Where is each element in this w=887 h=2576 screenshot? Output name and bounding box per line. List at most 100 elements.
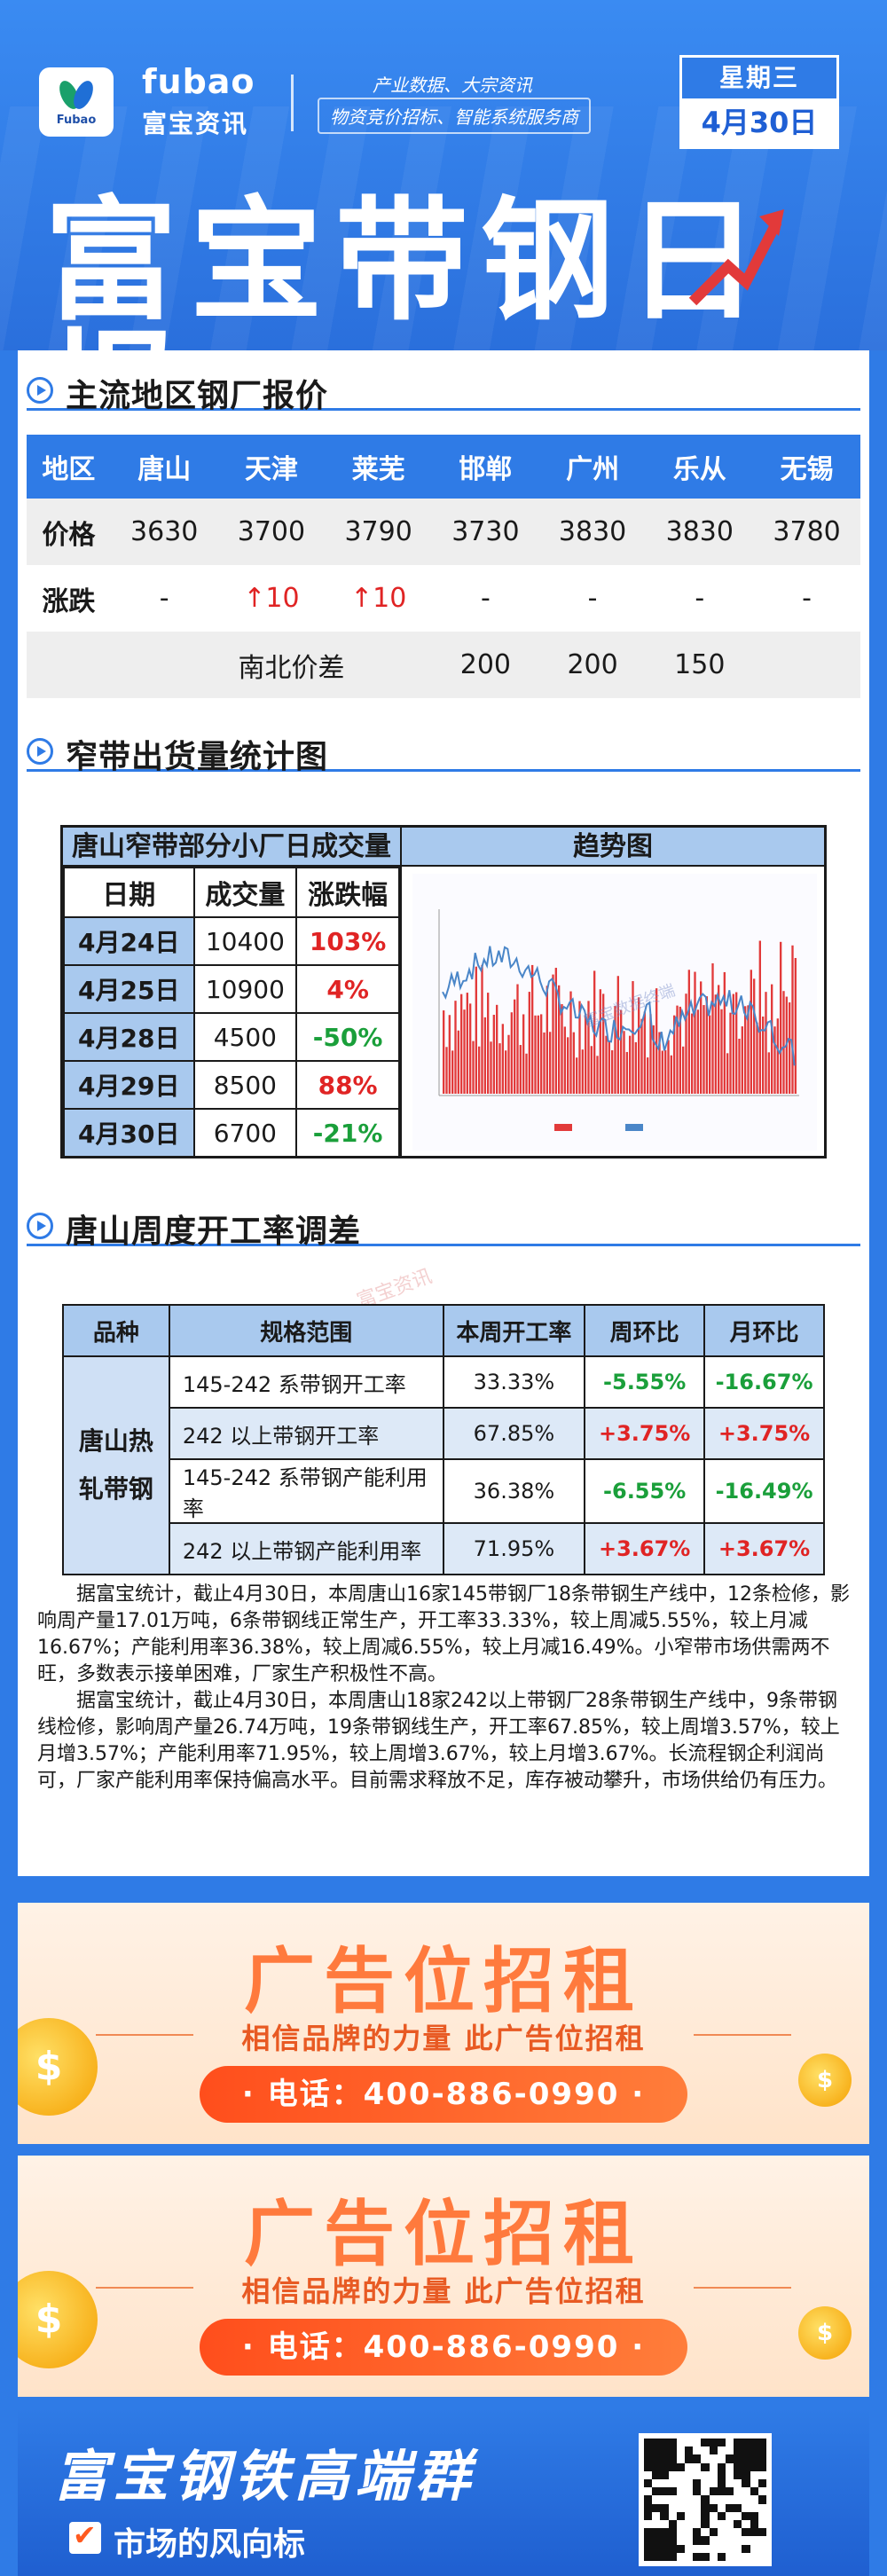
trend-bar (481, 964, 483, 1094)
price-header-row: 地区 唐山 天津 莱芜 邯郸 广州 乐从 无锡 (27, 435, 860, 499)
ad-title: 广告位招租 (244, 1940, 643, 2022)
operating-rate-table: 品种 规格范围 本周开工率 周环比 月环比 唐山热轧带钢 145-242 系带钢… (62, 1304, 825, 1575)
column-header: 规格范围 (168, 1304, 444, 1357)
weekday-label: 星期三 (682, 58, 836, 98)
trend-bar (498, 1043, 501, 1094)
trend-bar (585, 1013, 587, 1094)
trend-bar (632, 981, 634, 1094)
trend-bar (463, 1009, 466, 1094)
volume-row: 4月28日 4500 -50% (63, 1012, 400, 1062)
volume-row: 4月29日 8500 88% (63, 1060, 400, 1110)
trend-line (442, 946, 796, 1066)
trend-bar (640, 1018, 643, 1094)
shipment-stats-figure: 唐山窄带部分小厂日成交量 日期 成交量 涨跌幅 4月24日 10400 103%… (60, 825, 827, 1158)
brand-name-cn: 富宝资讯 (142, 109, 249, 138)
trend-bar (738, 1038, 741, 1094)
change-cell: -21% (295, 1108, 400, 1158)
volume-cell: 6700 (192, 1108, 298, 1158)
category-cell: 唐山热轧带钢 (62, 1355, 170, 1575)
column-header: 莱芜 (325, 435, 433, 499)
trend-bar (718, 985, 720, 1094)
change-row: 涨跌 - ↑10 ↑10 - - - - (27, 565, 860, 632)
trend-bar (794, 957, 797, 1094)
date-cell: 4月25日 (63, 964, 195, 1014)
logo-text: Fubao (56, 113, 97, 127)
ad-phone-button[interactable]: · 电话：400-886-0990 · (200, 2319, 687, 2376)
column-header: 广州 (538, 435, 647, 499)
trend-bar (658, 1032, 661, 1094)
section-title-operating-rate: 唐山周度开工率调差 (27, 1202, 860, 1250)
trend-bar (791, 945, 794, 1094)
trend-bar (620, 1009, 623, 1094)
trend-bar (758, 940, 761, 1094)
column-header: 成交量 (192, 867, 298, 918)
trend-bar (685, 993, 687, 1094)
trend-panel: 趋势图 富宝数据终端 (400, 828, 824, 1156)
trend-bar (537, 1015, 539, 1094)
category-label: 唐山热轧带钢 (78, 1426, 153, 1504)
trend-bar (670, 1055, 672, 1094)
change-cell: -50% (295, 1012, 400, 1062)
analysis-text: 据富宝统计，截止4月30日，本周唐山16家145带钢厂18条带钢生产线中，12条… (37, 1582, 853, 1795)
trend-bar (445, 1047, 448, 1094)
logo-leaf-icon (55, 77, 98, 112)
wow-cell: -6.55% (584, 1458, 706, 1524)
trend-bar (634, 1041, 637, 1094)
section-title-prices: 主流地区钢厂报价 (27, 366, 860, 414)
change-cell: ↑10 (350, 583, 407, 614)
rate-cell: 67.85% (442, 1407, 586, 1460)
volume-table: 日期 成交量 涨跌幅 4月24日 10400 103% 4月25日 10900 … (63, 867, 400, 1158)
trend-bar (572, 1032, 575, 1094)
change-cell: 4% (295, 964, 400, 1014)
trend-bar (534, 1015, 537, 1094)
op-header-row: 品种 规格范围 本周开工率 周环比 月环比 (62, 1304, 825, 1357)
change-cell: - (159, 583, 169, 614)
trend-bar (776, 1018, 779, 1094)
trend-bar (741, 1026, 743, 1094)
qr-code[interactable] (639, 2433, 772, 2566)
column-header: 周环比 (584, 1304, 706, 1357)
trend-bar (460, 993, 463, 1094)
trend-bar (691, 1013, 694, 1094)
trend-arrow-icon (688, 209, 784, 306)
mom-cell: -16.67% (703, 1355, 825, 1409)
trend-bar (789, 1002, 791, 1094)
column-header: 无锡 (753, 435, 860, 499)
trend-bar (747, 1005, 750, 1094)
divider (694, 2287, 791, 2289)
ad-banner[interactable]: 广告位招租 相信品牌的力量 此广告位招租 · 电话：400-886-0990 · (18, 1903, 869, 2144)
change-cell: 88% (295, 1060, 400, 1110)
group-subtitle: 市场的风向标 (114, 2526, 306, 2563)
column-header: 唐山 (110, 435, 218, 499)
trend-bar (454, 1001, 457, 1094)
ad-banner[interactable]: 广告位招租 相信品牌的力量 此广告位招租 · 电话：400-886-0990 · (18, 2156, 869, 2397)
spread-cell: 150 (646, 632, 754, 698)
trend-bar (578, 1001, 581, 1094)
legend-swatch-bar (554, 1124, 572, 1131)
trend-bar (720, 1009, 723, 1094)
trend-bar (709, 1015, 711, 1094)
divider (694, 2034, 791, 2036)
ad-title: 广告位招租 (244, 2193, 643, 2275)
trend-bar (501, 1024, 504, 1094)
trend-bar (587, 1001, 590, 1094)
trend-chart: 富宝数据终端 (412, 874, 817, 1151)
vip-group-banner[interactable]: 富宝钢铁高端群 市场的风向标 (18, 2408, 869, 2576)
row-label: 涨跌 (42, 585, 96, 617)
volume-table-title: 唐山窄带部分小厂日成交量 (63, 828, 400, 867)
trend-bar (753, 978, 756, 1094)
trend-bar (756, 1022, 758, 1094)
trend-bar (490, 1041, 492, 1094)
trend-bar (608, 1041, 610, 1094)
column-header: 地区 (27, 435, 111, 499)
column-header: 品种 (62, 1304, 170, 1357)
trend-bar (507, 1034, 510, 1094)
spread-row: 南北价差 200 200 150 (27, 632, 860, 698)
trend-bar (599, 989, 601, 1094)
rate-cell: 33.33% (442, 1355, 586, 1409)
volume-row: 4月30日 6700 -21% (63, 1108, 400, 1158)
ad-phone-button[interactable]: · 电话：400-886-0990 · (200, 2066, 687, 2123)
volume-cell: 4500 (192, 1012, 298, 1062)
column-header: 涨跌幅 (295, 867, 400, 918)
volume-table-panel: 唐山窄带部分小厂日成交量 日期 成交量 涨跌幅 4月24日 10400 103%… (63, 828, 400, 1158)
